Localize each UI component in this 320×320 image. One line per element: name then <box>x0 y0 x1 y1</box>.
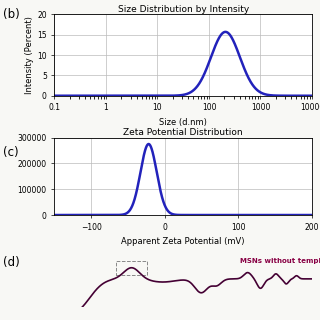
Title: Zeta Potential Distribution: Zeta Potential Distribution <box>124 128 243 137</box>
Text: (b): (b) <box>3 8 20 21</box>
X-axis label: Size (d.nm): Size (d.nm) <box>159 118 207 127</box>
Bar <box>116 261 147 275</box>
Text: MSNs without template: MSNs without template <box>240 258 320 264</box>
Text: (d): (d) <box>3 256 20 269</box>
Text: (c): (c) <box>3 146 19 159</box>
Title: Size Distribution by Intensity: Size Distribution by Intensity <box>117 4 249 14</box>
X-axis label: Apparent Zeta Potential (mV): Apparent Zeta Potential (mV) <box>122 237 245 246</box>
Y-axis label: Intensity (Percent): Intensity (Percent) <box>25 16 34 94</box>
